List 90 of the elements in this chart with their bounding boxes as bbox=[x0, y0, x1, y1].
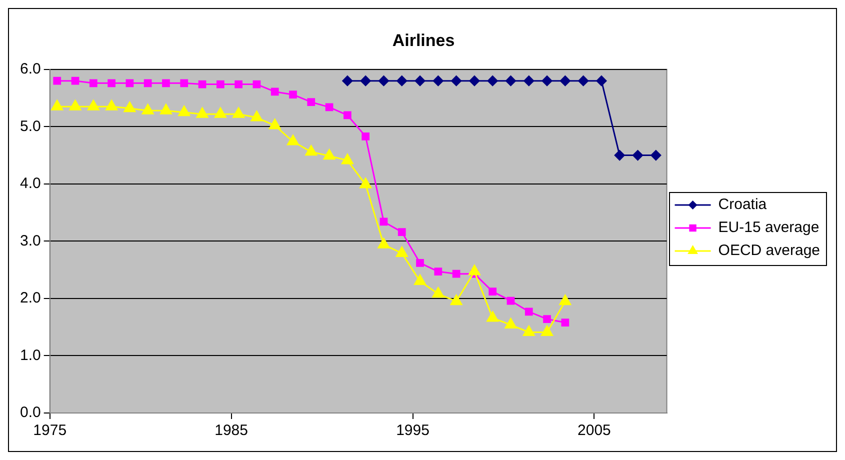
point bbox=[380, 218, 388, 226]
point bbox=[414, 76, 426, 86]
point bbox=[650, 150, 662, 161]
legend-label: OECD average bbox=[718, 242, 820, 260]
point bbox=[505, 76, 516, 86]
point bbox=[289, 90, 297, 99]
point bbox=[396, 246, 408, 257]
y-tick-label: 2.0 bbox=[20, 290, 41, 307]
point bbox=[560, 76, 570, 86]
point bbox=[53, 76, 62, 85]
point bbox=[506, 296, 515, 305]
legend-label: EU-15 average bbox=[718, 219, 820, 236]
point bbox=[416, 259, 424, 267]
point bbox=[451, 76, 462, 86]
point bbox=[234, 80, 242, 88]
point bbox=[486, 311, 499, 322]
point bbox=[89, 79, 98, 88]
point bbox=[398, 228, 406, 236]
point bbox=[396, 76, 408, 86]
point bbox=[87, 100, 100, 110]
point bbox=[488, 288, 497, 296]
point bbox=[69, 100, 82, 110]
point bbox=[214, 107, 226, 118]
point bbox=[180, 79, 188, 88]
point bbox=[578, 76, 589, 86]
point bbox=[108, 79, 116, 88]
y-tick-label: 4.0 bbox=[20, 175, 41, 192]
point bbox=[432, 76, 444, 86]
point bbox=[287, 134, 299, 146]
point bbox=[469, 76, 480, 86]
point bbox=[268, 118, 281, 130]
point bbox=[144, 79, 152, 88]
point bbox=[232, 107, 245, 118]
legend-label: Croatia bbox=[718, 196, 768, 214]
point bbox=[307, 98, 316, 106]
point bbox=[542, 76, 552, 86]
point bbox=[342, 76, 353, 86]
x-tick-label: 1975 bbox=[33, 422, 67, 440]
point bbox=[124, 102, 136, 112]
point bbox=[360, 178, 372, 188]
point bbox=[543, 315, 551, 324]
point bbox=[596, 76, 607, 86]
point bbox=[360, 76, 371, 86]
point bbox=[504, 318, 517, 329]
y-tick-label: 5.0 bbox=[20, 118, 41, 135]
point bbox=[126, 79, 134, 88]
point bbox=[378, 76, 389, 86]
point bbox=[341, 154, 354, 164]
point bbox=[71, 76, 80, 85]
point bbox=[162, 79, 170, 88]
point bbox=[216, 80, 224, 88]
point bbox=[378, 238, 390, 248]
point bbox=[434, 268, 442, 276]
point bbox=[432, 287, 444, 298]
point bbox=[524, 76, 534, 86]
x-tick-label: 1995 bbox=[396, 422, 430, 440]
point bbox=[614, 150, 625, 161]
point bbox=[522, 326, 535, 336]
y-tick-label: 3.0 bbox=[20, 232, 41, 250]
point bbox=[487, 76, 498, 86]
point bbox=[51, 100, 64, 110]
point bbox=[305, 145, 318, 156]
point bbox=[632, 150, 644, 161]
point bbox=[178, 106, 190, 116]
point bbox=[196, 107, 208, 118]
point bbox=[325, 103, 334, 112]
point bbox=[252, 80, 261, 88]
y-tick-label: 0.0 bbox=[20, 404, 41, 422]
point bbox=[270, 88, 279, 96]
point bbox=[250, 110, 263, 122]
y-tick-label: 1.0 bbox=[20, 346, 41, 364]
point bbox=[142, 104, 154, 114]
point bbox=[198, 80, 206, 88]
x-tick-label: 1985 bbox=[214, 422, 248, 440]
point bbox=[160, 104, 172, 114]
point bbox=[468, 264, 480, 276]
point bbox=[541, 326, 553, 336]
x-tick-label: 2005 bbox=[578, 422, 611, 440]
point bbox=[106, 100, 118, 110]
point bbox=[362, 132, 370, 140]
point bbox=[414, 274, 426, 286]
point bbox=[452, 270, 460, 278]
point bbox=[323, 149, 336, 160]
chart-title: Airlines bbox=[392, 30, 455, 50]
point bbox=[559, 294, 572, 306]
point bbox=[524, 308, 533, 316]
y-tick-label: 6.0 bbox=[20, 60, 41, 78]
point bbox=[561, 318, 570, 326]
point bbox=[450, 294, 462, 306]
point bbox=[344, 111, 352, 120]
